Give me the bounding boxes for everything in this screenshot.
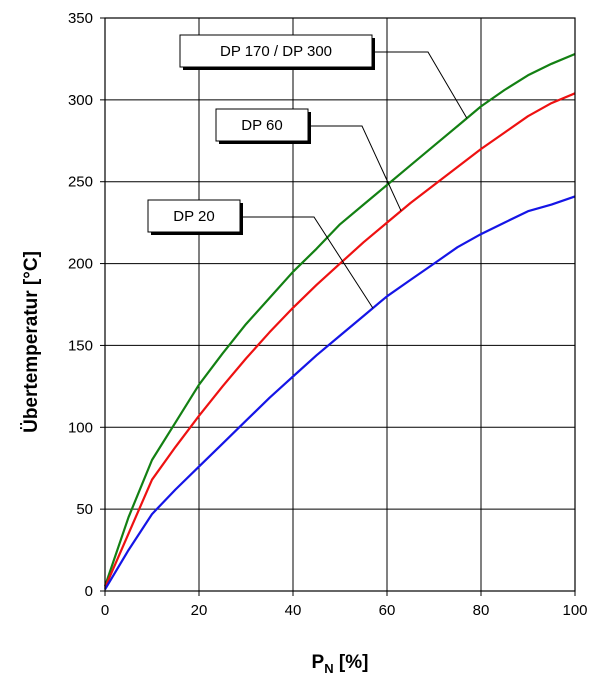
- callout-leader: [308, 125, 402, 212]
- callout-box: [147, 199, 241, 233]
- callout-leader: [240, 216, 374, 309]
- y-tick-label: 0: [85, 583, 93, 600]
- callout-box: [215, 108, 309, 142]
- y-tick-label: 350: [68, 10, 93, 27]
- callout-leader: [372, 51, 468, 119]
- y-axis-label: Übertemperatur [°C]: [21, 251, 42, 433]
- x-tick-label: 60: [379, 602, 396, 619]
- callouts: DP 170 / DP 300 DP 60 DP 20: [147, 34, 468, 309]
- series-line-3: [104, 195, 576, 590]
- plot-frame: [100, 17, 576, 596]
- series-lines: [103, 52, 576, 590]
- plot-border: [104, 17, 576, 592]
- callout-box: [179, 34, 373, 68]
- series-line-2: [103, 92, 576, 589]
- y-tick-label: 100: [68, 419, 93, 436]
- grid: [105, 18, 575, 591]
- series-line-1: [103, 52, 576, 587]
- y-tick-label: 200: [68, 256, 93, 273]
- y-tick-label: 300: [68, 92, 93, 109]
- x-tick-label: 20: [191, 602, 208, 619]
- y-tick-label: 50: [76, 501, 93, 518]
- x-tick-label: 40: [285, 602, 302, 619]
- series-label: DP 170 / DP 300: [220, 43, 332, 60]
- y-tick-label: 250: [68, 174, 93, 191]
- x-tick-label: 100: [562, 602, 587, 619]
- x-tick-label: 0: [101, 602, 109, 619]
- x-tick-label: 80: [473, 602, 490, 619]
- series-label: DP 60: [241, 117, 282, 134]
- tick-labels: 0 20 40 60 80 100 0 50 100 150 200 250 300 350: [68, 10, 588, 619]
- x-axis-label: PN [%]: [312, 652, 369, 673]
- series-label: DP 20: [173, 208, 214, 225]
- y-tick-label: 150: [68, 337, 93, 354]
